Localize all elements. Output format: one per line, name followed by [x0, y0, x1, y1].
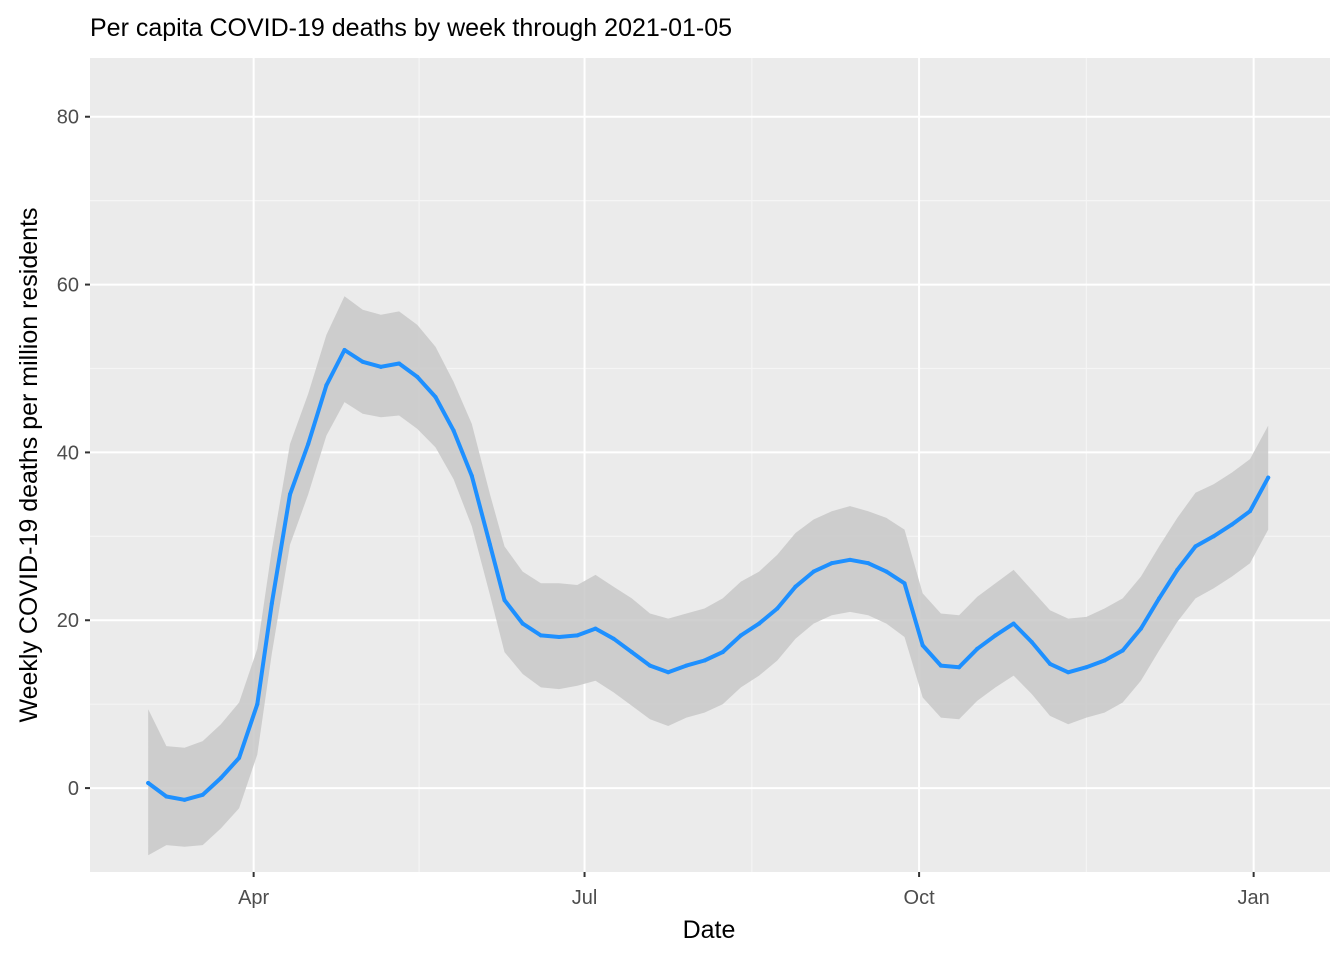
data-point — [360, 359, 365, 364]
data-point — [1266, 475, 1271, 480]
x-tick-label: Oct — [904, 887, 936, 909]
y-tick-label: 0 — [68, 778, 79, 800]
plot-panel — [90, 58, 1330, 872]
data-point — [648, 663, 652, 668]
data-point — [866, 561, 871, 566]
data-point — [164, 794, 169, 799]
data-point — [488, 542, 492, 547]
data-point — [593, 626, 598, 631]
data-point — [433, 395, 438, 400]
data-point — [538, 633, 543, 638]
x-axis-title: Date — [683, 916, 736, 944]
data-point — [288, 492, 292, 497]
data-point — [575, 633, 580, 638]
data-point — [829, 561, 834, 566]
y-tick-label: 80 — [57, 107, 79, 129]
data-point — [1248, 509, 1252, 514]
data-point — [306, 442, 311, 447]
y-tick-label: 60 — [57, 275, 79, 297]
data-point — [1120, 648, 1125, 653]
minor-gridlines — [90, 58, 1330, 872]
data-point — [237, 755, 242, 760]
data-point — [884, 569, 889, 574]
y-tick-label: 20 — [57, 610, 79, 632]
data-point — [702, 658, 707, 663]
x-tick-label: Jul — [572, 887, 598, 909]
data-point — [378, 364, 383, 369]
confidence-ribbon — [148, 296, 1269, 856]
x-tick-label: Jan — [1238, 887, 1270, 909]
data-point — [993, 633, 998, 638]
y-axis-title: Weekly COVID-19 deaths per million resid… — [15, 207, 43, 722]
data-point — [146, 781, 151, 786]
data-point — [684, 663, 689, 668]
y-tick-label: 40 — [57, 442, 79, 464]
data-point — [902, 581, 907, 586]
data-point — [848, 557, 852, 562]
data-point — [629, 650, 634, 655]
y-axis: 0 20 40 60 80 — [57, 107, 90, 800]
data-point — [811, 569, 816, 574]
data-point — [1211, 534, 1216, 539]
series-points — [146, 348, 1271, 802]
data-point — [520, 621, 525, 626]
data-point — [757, 621, 762, 626]
data-point — [975, 646, 980, 651]
x-tick-label: Apr — [238, 887, 269, 909]
data-point — [775, 606, 780, 611]
data-point — [1048, 661, 1052, 666]
data-point — [255, 702, 260, 707]
data-point — [1029, 640, 1034, 645]
data-point — [793, 584, 798, 589]
data-point — [200, 792, 205, 797]
data-point — [611, 636, 616, 641]
data-point — [1084, 665, 1089, 670]
data-point — [1157, 596, 1162, 601]
x-axis: Apr Jul Oct Jan — [238, 872, 1270, 909]
data-point — [415, 374, 420, 379]
data-point — [451, 428, 456, 433]
data-point — [1102, 658, 1107, 663]
data-point — [469, 473, 474, 478]
data-point — [957, 665, 962, 670]
data-point — [720, 650, 725, 655]
data-point — [1229, 522, 1234, 527]
data-point — [1011, 621, 1016, 626]
data-point — [1066, 670, 1071, 675]
data-point — [502, 598, 507, 603]
data-point — [920, 643, 925, 648]
data-point — [218, 776, 223, 781]
data-point — [738, 633, 743, 638]
chart-title: Per capita COVID-19 deaths by week throu… — [90, 14, 732, 42]
data-point — [557, 635, 562, 640]
data-point — [182, 797, 187, 802]
data-point — [269, 601, 274, 606]
data-point — [397, 361, 402, 366]
data-point — [324, 383, 329, 388]
data-point — [1193, 544, 1198, 549]
data-point — [1175, 567, 1180, 572]
data-point — [342, 348, 347, 353]
data-point — [1138, 626, 1143, 631]
data-point — [666, 670, 671, 675]
data-point — [938, 663, 943, 668]
